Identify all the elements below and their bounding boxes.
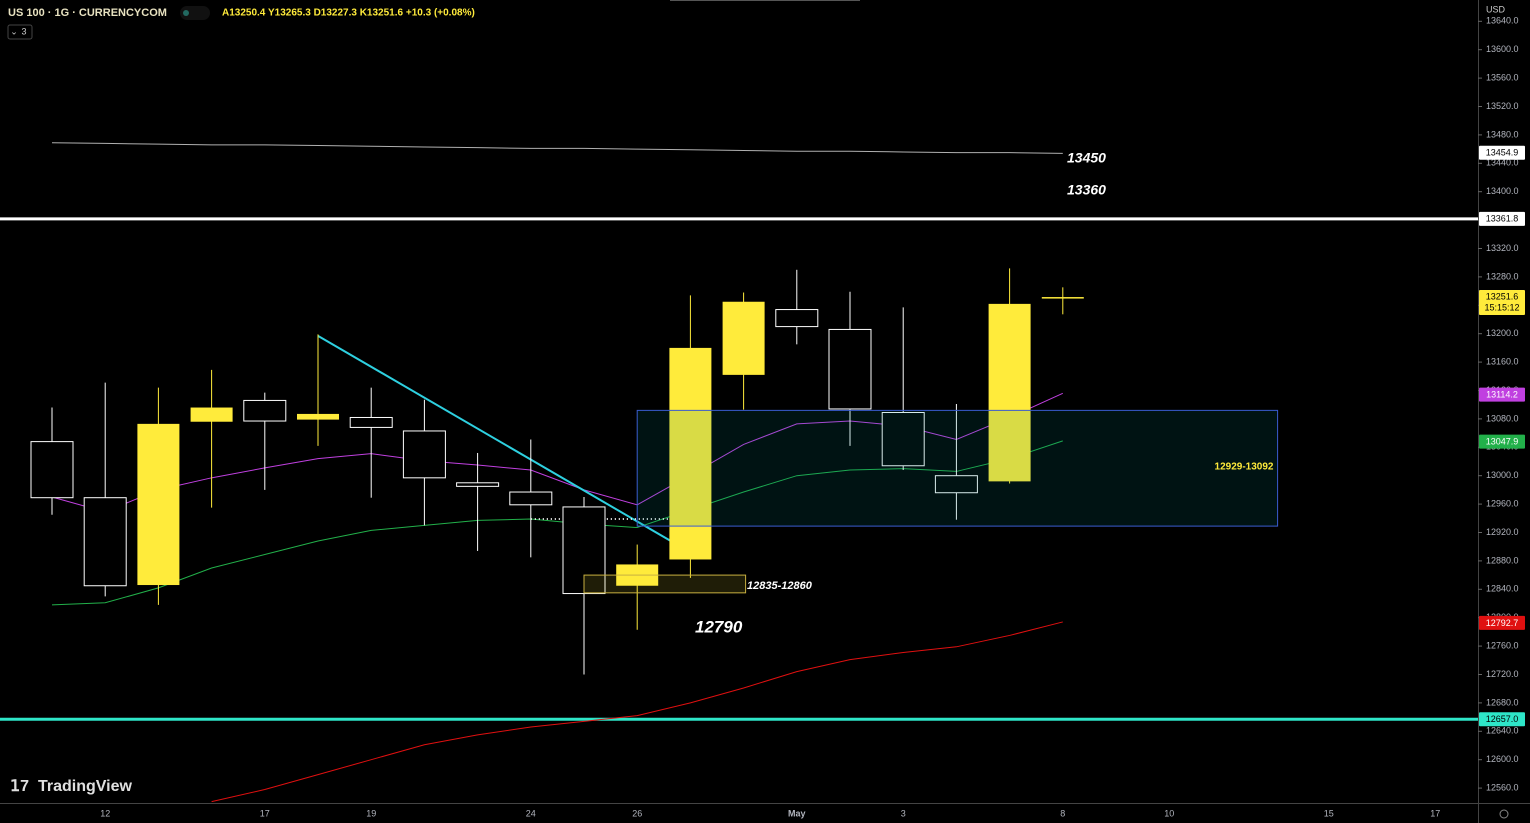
candle-body — [402, 430, 446, 479]
price-badge-label: 13047.9 — [1486, 437, 1519, 447]
y-tick-label: 12640.0 — [1486, 726, 1519, 736]
candle-body — [297, 413, 339, 420]
y-tick-label: 13560.0 — [1486, 72, 1519, 82]
y-tick-label: 13200.0 — [1486, 328, 1519, 338]
x-tick-label: 15 — [1324, 808, 1334, 818]
candle-body — [934, 475, 978, 494]
last-price-badge — [1479, 290, 1525, 316]
x-tick-label: 24 — [526, 808, 536, 818]
price-badge-label: 12792.7 — [1486, 618, 1519, 628]
candle-body — [669, 347, 712, 560]
candle-body — [509, 491, 553, 506]
candle-body — [722, 301, 765, 375]
zone-label: 12929-13092 — [1215, 462, 1274, 473]
indicator-chevron[interactable]: ⌄ — [10, 26, 18, 36]
price-badge-label: 13114.2 — [1486, 389, 1518, 399]
moving-average — [211, 621, 1063, 803]
y-tick-label: 13600.0 — [1486, 44, 1519, 54]
indicator-toggle[interactable] — [7, 24, 33, 40]
annotation: 13450 — [1067, 150, 1106, 166]
x-tick-label: 8 — [1060, 808, 1065, 818]
price-zone — [636, 409, 1279, 527]
x-tick-label: May — [788, 808, 806, 818]
indicator-count[interactable]: 3 — [21, 26, 26, 36]
y-tick-label: 12560.0 — [1486, 782, 1519, 792]
candle-body — [775, 309, 819, 328]
x-tick-label: 17 — [260, 808, 270, 818]
y-tick-label: 12920.0 — [1486, 527, 1519, 537]
annotation: 13360 — [1067, 182, 1106, 198]
y-tick-label: 12840.0 — [1486, 584, 1519, 594]
candle-body — [30, 441, 74, 499]
candle-body — [83, 497, 127, 587]
status-pill — [180, 6, 210, 20]
ohlc-values: A13250.4 Y13265.3 D13227.3 K13251.6 +10.… — [222, 8, 475, 19]
countdown: 15:15:12 — [1484, 302, 1519, 312]
candle-body — [881, 412, 925, 467]
price-zone — [583, 574, 747, 594]
zone-label: 12835-12860 — [747, 580, 813, 592]
moving-average — [51, 142, 1063, 154]
moving-average — [51, 440, 1063, 606]
price-badge — [1479, 712, 1525, 727]
annotation: 12790 — [695, 617, 743, 636]
brand-logo[interactable]: 𝟣7 — [10, 778, 29, 795]
x-tick-label: 3 — [901, 808, 906, 818]
y-tick-label: 12720.0 — [1486, 669, 1519, 679]
price-badge — [1479, 615, 1525, 630]
candle-body — [137, 423, 180, 586]
y-tick-label: 13440.0 — [1486, 158, 1519, 168]
y-tick-label: 13280.0 — [1486, 271, 1519, 281]
candle-body — [828, 328, 872, 410]
y-tick-label: 13640.0 — [1486, 16, 1519, 26]
y-tick-label: 13080.0 — [1486, 413, 1519, 423]
y-tick-label: 13400.0 — [1486, 186, 1519, 196]
candle-body — [988, 303, 1031, 482]
candle-body — [190, 407, 233, 422]
x-tick-label: 12 — [100, 808, 110, 818]
price-badge-label: 13454.9 — [1486, 148, 1519, 158]
trendline — [317, 334, 691, 554]
settings-icon[interactable] — [1499, 809, 1509, 819]
brand[interactable]: TradingView — [38, 778, 133, 795]
y-tick-label: 13520.0 — [1486, 101, 1519, 111]
last-price-label: 13251.6 — [1486, 291, 1519, 301]
price-badge-label: 12657.0 — [1486, 714, 1519, 724]
candle-body — [456, 482, 500, 487]
candle-body — [1041, 297, 1084, 299]
currency[interactable]: USD — [1486, 4, 1506, 14]
y-tick-label: 12880.0 — [1486, 555, 1519, 565]
y-tick-label: 13480.0 — [1486, 129, 1519, 139]
symbol[interactable]: US 100 · 1G · CURRENCYCOM — [8, 7, 167, 19]
candle-body — [243, 399, 287, 422]
price-badge-label: 13361.8 — [1486, 214, 1519, 224]
y-tick-label: 13160.0 — [1486, 356, 1519, 366]
y-tick-label: 13320.0 — [1486, 243, 1519, 253]
y-tick-label: 12680.0 — [1486, 697, 1519, 707]
x-tick-label: 19 — [366, 808, 376, 818]
price-badge — [1479, 434, 1525, 449]
candle-body — [349, 416, 393, 428]
plot-area: 12929-13092 12835-12860 13450 13360 12790 — [0, 142, 1478, 803]
x-tick-label: 10 — [1164, 808, 1174, 818]
y-tick-label: 12960.0 — [1486, 498, 1519, 508]
price-badge — [1479, 211, 1525, 226]
price-badge — [1479, 387, 1525, 402]
y-tick-label: 12600.0 — [1486, 754, 1519, 764]
price-badge — [1479, 145, 1525, 160]
y-tick-label: 12760.0 — [1486, 640, 1519, 650]
x-tick-label: 26 — [632, 808, 642, 818]
y-tick-label: 13000.0 — [1486, 470, 1519, 480]
x-tick-label: 17 — [1430, 808, 1440, 818]
